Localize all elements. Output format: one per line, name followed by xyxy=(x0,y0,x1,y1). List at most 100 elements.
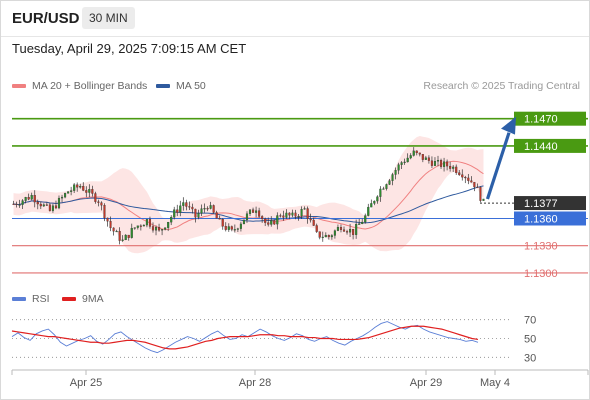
candle-body xyxy=(330,235,333,238)
candle xyxy=(388,179,391,185)
candle-body xyxy=(39,203,42,207)
candle xyxy=(385,183,388,191)
candle xyxy=(349,223,352,238)
candle-body xyxy=(94,193,97,202)
candle-body xyxy=(339,227,343,230)
candle xyxy=(118,227,121,245)
candle-body xyxy=(318,231,321,238)
candle xyxy=(76,182,79,192)
candle-body xyxy=(85,190,88,193)
ma9-label: 9MA xyxy=(82,293,104,305)
x-tick-label: May 4 xyxy=(480,377,510,389)
candle xyxy=(45,202,48,206)
candle xyxy=(194,208,197,223)
candle-body xyxy=(312,219,315,226)
candle xyxy=(12,200,15,205)
candle-body xyxy=(170,217,173,223)
candle-body xyxy=(476,186,479,188)
candle-body xyxy=(142,224,145,227)
bollinger-band xyxy=(13,136,484,254)
candle xyxy=(270,216,273,227)
candle-body xyxy=(248,209,252,214)
candle xyxy=(157,223,161,232)
rsi-tick-30: 30 xyxy=(524,352,536,364)
candle-body xyxy=(349,228,352,233)
candle xyxy=(470,176,473,183)
candle xyxy=(185,199,188,211)
candle xyxy=(97,199,100,207)
rsi-swatch xyxy=(12,297,26,301)
candle xyxy=(173,206,176,220)
candle-body xyxy=(261,216,264,219)
candle-body xyxy=(64,193,67,198)
candle xyxy=(327,234,330,240)
candle-body xyxy=(179,205,182,213)
candle-body xyxy=(30,195,33,200)
candle xyxy=(421,154,424,163)
candle-body xyxy=(424,157,427,160)
candle-body xyxy=(327,235,330,238)
chart-datetime: Tuesday, April 29, 2025 7:09:15 AM CET xyxy=(12,41,247,56)
candle-body xyxy=(291,212,294,216)
rsi-tick-50: 50 xyxy=(524,334,536,346)
candle xyxy=(51,203,54,213)
candle-body xyxy=(309,218,312,221)
legend-ma20: MA 20 + Bollinger Bands xyxy=(12,80,147,92)
candle xyxy=(303,206,306,210)
candle xyxy=(367,203,370,217)
candle-body xyxy=(15,203,18,205)
candle xyxy=(200,204,203,217)
candle xyxy=(30,192,33,201)
candle-body xyxy=(443,161,446,167)
candle xyxy=(57,195,61,210)
candle-body xyxy=(409,155,412,159)
candle xyxy=(464,175,467,184)
candle-body xyxy=(118,230,121,241)
candle-body xyxy=(139,225,142,227)
rsi-series-9MA xyxy=(11,325,479,350)
candle-body xyxy=(439,160,443,167)
ma9-swatch xyxy=(62,297,76,301)
candle xyxy=(255,206,258,218)
candle-body xyxy=(324,235,327,238)
candle xyxy=(170,215,173,226)
forecast-arrow-shaft xyxy=(485,132,511,200)
candle-body xyxy=(12,203,15,205)
candle-body xyxy=(379,188,382,197)
candle xyxy=(333,229,336,239)
candle xyxy=(15,201,18,208)
candle-body xyxy=(194,208,197,218)
candle xyxy=(285,209,288,219)
timeframe-badge[interactable]: 30 MIN xyxy=(82,7,135,29)
candle-body xyxy=(45,204,48,206)
candle xyxy=(397,162,400,175)
candle xyxy=(430,156,433,169)
candle-body xyxy=(27,197,30,200)
candle xyxy=(439,158,443,169)
candle-body xyxy=(57,197,61,209)
candle-body xyxy=(264,218,267,223)
level-label-1.1440: 1.1440 xyxy=(524,141,558,153)
candle xyxy=(60,194,64,203)
candle-body xyxy=(154,227,158,231)
candle xyxy=(224,222,227,232)
candle-body xyxy=(130,228,133,238)
candle-body xyxy=(91,189,94,194)
candle-body xyxy=(182,202,185,206)
candle xyxy=(164,227,167,231)
x-tick-label: Apr 28 xyxy=(239,377,271,389)
candle-body xyxy=(285,212,288,218)
candle-body xyxy=(352,228,355,235)
candle xyxy=(330,234,333,240)
candle-body xyxy=(164,227,167,230)
candle xyxy=(245,211,249,223)
candle-body xyxy=(167,221,170,228)
candle xyxy=(300,206,303,219)
candle xyxy=(267,217,270,227)
candle-body xyxy=(67,191,70,194)
candle xyxy=(94,191,97,204)
candle xyxy=(70,186,73,196)
candle xyxy=(54,200,58,210)
candle-body xyxy=(355,224,358,235)
